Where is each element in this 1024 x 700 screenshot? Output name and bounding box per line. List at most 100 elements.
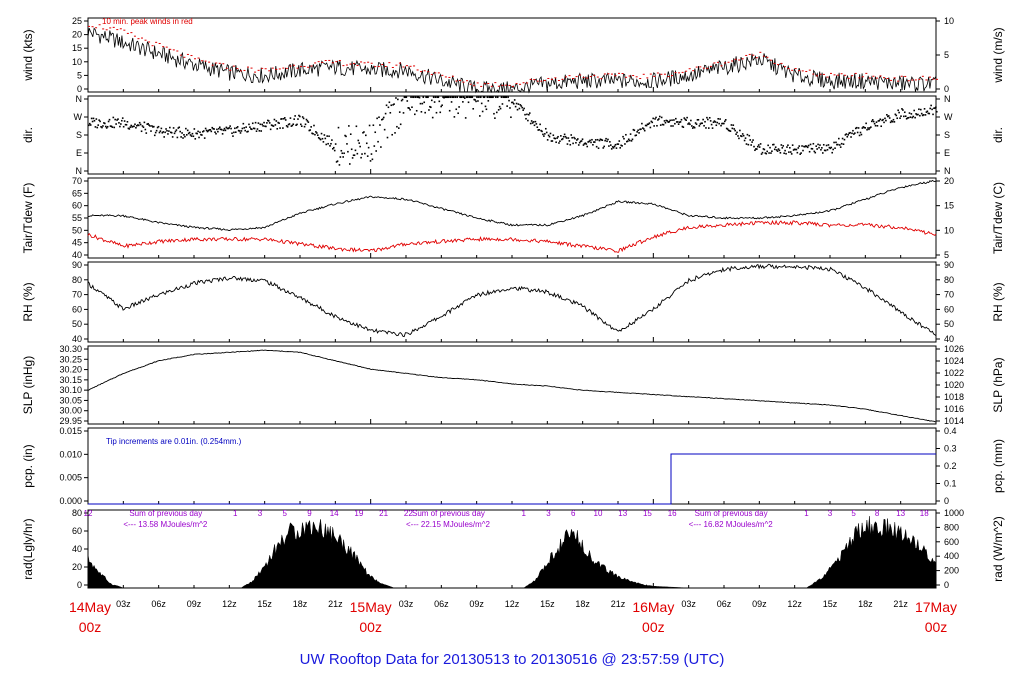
direction-dot bbox=[223, 127, 226, 130]
direction-dot bbox=[412, 96, 414, 99]
peak-wind-dot bbox=[861, 76, 864, 78]
direction-dot bbox=[202, 130, 204, 133]
direction-dot bbox=[219, 128, 222, 131]
direction-dot bbox=[587, 141, 589, 143]
direction-dot bbox=[641, 122, 643, 125]
direction-dot bbox=[213, 128, 215, 130]
peak-wind-dot bbox=[762, 55, 765, 57]
direction-dot bbox=[255, 130, 258, 132]
direction-dot bbox=[892, 118, 895, 121]
direction-dot bbox=[659, 124, 662, 126]
direction-dot bbox=[831, 151, 834, 154]
peak-wind-dot bbox=[837, 74, 840, 76]
direction-dot bbox=[796, 151, 799, 154]
direction-dot bbox=[249, 126, 251, 128]
direction-dot bbox=[805, 145, 807, 147]
y-tick-label-right: 0.4 bbox=[944, 426, 957, 436]
peak-wind-dot bbox=[572, 77, 575, 79]
hour-marker: 14 bbox=[330, 509, 339, 518]
peak-wind-dot bbox=[208, 61, 211, 63]
direction-dot bbox=[256, 128, 259, 130]
direction-dot bbox=[299, 115, 301, 118]
direction-dot bbox=[390, 104, 393, 107]
direction-dot bbox=[855, 126, 858, 129]
direction-dot bbox=[355, 125, 358, 128]
direction-dot bbox=[127, 127, 130, 130]
direction-dot bbox=[698, 125, 701, 127]
direction-dot bbox=[245, 126, 247, 128]
direction-dot bbox=[569, 143, 572, 146]
panel-slp: 29.9530.0030.0530.1030.1530.2030.2530.30… bbox=[21, 344, 1005, 426]
direction-dot bbox=[604, 139, 606, 142]
direction-dot bbox=[104, 122, 106, 125]
direction-dot bbox=[269, 128, 272, 131]
direction-dot bbox=[747, 143, 750, 146]
direction-dot bbox=[550, 140, 553, 142]
peak-wind-dot bbox=[254, 71, 257, 73]
y-tick-label-right: 800 bbox=[944, 522, 959, 532]
peak-wind-dot bbox=[646, 77, 649, 79]
direction-dot bbox=[475, 100, 477, 103]
direction-dot bbox=[397, 98, 399, 101]
peak-wind-dot bbox=[512, 85, 514, 87]
direction-dot bbox=[326, 135, 328, 137]
direction-dot bbox=[312, 132, 314, 135]
direction-dot bbox=[913, 109, 915, 112]
direction-dot bbox=[785, 152, 787, 155]
direction-dot bbox=[896, 117, 899, 120]
direction-dot bbox=[429, 105, 431, 108]
peak-wind-dot bbox=[349, 63, 352, 65]
direction-dot bbox=[234, 131, 237, 133]
direction-dot bbox=[443, 96, 445, 99]
direction-dot bbox=[173, 132, 176, 135]
direction-dot bbox=[192, 135, 195, 138]
peak-wind-dot bbox=[575, 76, 578, 78]
peak-wind-dot bbox=[688, 68, 691, 70]
direction-dot bbox=[684, 118, 687, 121]
direction-dot bbox=[585, 143, 588, 145]
direction-dot bbox=[377, 140, 379, 143]
peak-wind-dot bbox=[681, 71, 684, 73]
peak-wind-dot bbox=[851, 75, 854, 77]
direction-dot bbox=[619, 147, 622, 149]
direction-dot bbox=[328, 135, 330, 138]
direction-dot bbox=[477, 100, 479, 102]
peak-wind-dot bbox=[543, 79, 546, 81]
direction-dot bbox=[887, 115, 890, 117]
direction-dot bbox=[919, 108, 922, 111]
y-tick-label: 45 bbox=[72, 238, 82, 248]
direction-dot bbox=[155, 129, 158, 132]
direction-dot bbox=[175, 129, 178, 131]
peak-wind-dot bbox=[204, 60, 207, 62]
direction-dot bbox=[851, 132, 853, 135]
y-tick-label: N bbox=[76, 166, 83, 176]
direction-dot bbox=[186, 129, 189, 132]
direction-dot bbox=[469, 96, 472, 99]
direction-dot bbox=[503, 96, 506, 99]
direction-dot bbox=[848, 132, 850, 135]
direction-dot bbox=[933, 107, 935, 110]
direction-dot bbox=[225, 126, 228, 129]
direction-dot bbox=[416, 96, 419, 99]
y-axis-label: SLP (inHg) bbox=[21, 356, 35, 414]
y-tick-label: 50 bbox=[72, 319, 82, 329]
direction-dot bbox=[653, 125, 655, 127]
direction-dot bbox=[567, 137, 570, 139]
direction-dot bbox=[894, 113, 897, 116]
direction-dot bbox=[259, 123, 262, 126]
direction-dot bbox=[671, 119, 673, 121]
direction-dot bbox=[871, 119, 874, 121]
direction-dot bbox=[468, 96, 471, 99]
peak-wind-dot bbox=[501, 84, 504, 86]
peak-wind-dot bbox=[345, 64, 348, 66]
direction-dot bbox=[197, 130, 199, 133]
direction-dot bbox=[490, 96, 492, 99]
direction-dot bbox=[763, 148, 766, 151]
direction-dot bbox=[285, 125, 288, 127]
peak-wind-dot bbox=[363, 62, 366, 64]
direction-dot bbox=[444, 96, 446, 99]
direction-dot bbox=[680, 118, 683, 121]
direction-dot bbox=[260, 130, 263, 132]
y-tick-label-right: 90 bbox=[944, 260, 954, 270]
direction-dot bbox=[714, 121, 717, 123]
